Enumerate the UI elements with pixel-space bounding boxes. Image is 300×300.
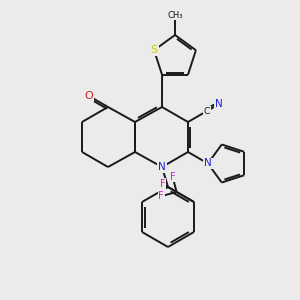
Text: CH₃: CH₃ <box>167 11 183 20</box>
Text: O: O <box>85 91 93 101</box>
Text: F: F <box>160 179 166 189</box>
Text: S: S <box>151 45 158 55</box>
Text: F: F <box>158 191 164 201</box>
Text: C: C <box>204 106 210 116</box>
Text: N: N <box>204 158 212 169</box>
Text: F: F <box>170 172 175 182</box>
Text: N: N <box>215 99 223 109</box>
Text: N: N <box>158 162 166 172</box>
